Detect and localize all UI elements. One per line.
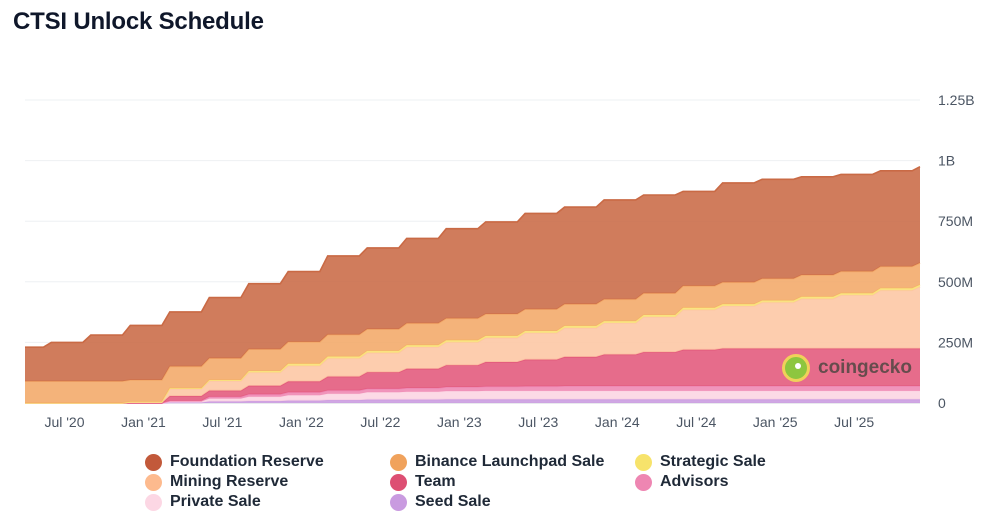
legend-item-strategic-sale[interactable]: Strategic Sale — [635, 453, 766, 471]
x-tick-label: Jan '22 — [279, 414, 324, 430]
coingecko-logo-icon — [782, 354, 810, 382]
x-tick-label: Jul '25 — [834, 414, 874, 430]
legend-label: Foundation Reserve — [170, 453, 324, 470]
legend-item-advisors[interactable]: Advisors — [635, 473, 728, 491]
legend-swatch — [145, 493, 162, 511]
x-tick-label: Jan '24 — [595, 414, 640, 430]
legend-label: Team — [415, 473, 456, 490]
legend-swatch — [390, 453, 407, 471]
legend-item-binance-launchpad-sale[interactable]: Binance Launchpad Sale — [390, 453, 604, 471]
legend-item-team[interactable]: Team — [390, 473, 456, 491]
x-tick-label: Jan '21 — [121, 414, 166, 430]
area-private-sale — [25, 390, 920, 403]
y-tick-label: 1B — [938, 153, 955, 169]
coingecko-watermark: coingecko — [782, 354, 912, 382]
watermark-text: coingecko — [818, 357, 912, 378]
y-axis: 0 250M 500M 750M 1B 1.25B — [938, 92, 975, 411]
legend-swatch — [145, 473, 162, 491]
page-title: CTSI Unlock Schedule — [13, 8, 264, 35]
legend-item-private-sale[interactable]: Private Sale — [145, 493, 261, 511]
legend-item-seed-sale[interactable]: Seed Sale — [390, 493, 491, 511]
legend-label: Private Sale — [170, 493, 261, 510]
legend-label: Seed Sale — [415, 493, 491, 510]
area-foundation-reserve — [25, 166, 920, 382]
legend-label: Advisors — [660, 473, 729, 490]
y-tick-label: 1.25B — [938, 92, 975, 108]
x-tick-label: Jul '22 — [360, 414, 400, 430]
x-tick-label: Jan '23 — [437, 414, 482, 430]
area-binance-launchpad-sale — [25, 262, 920, 403]
x-axis: Jul '20 Jan '21 Jul '21 Jan '22 Jul '22 Jan '… — [44, 414, 874, 430]
legend-item-foundation-reserve[interactable]: Foundation Reserve — [145, 453, 324, 471]
x-tick-label: Jul '20 — [44, 414, 84, 430]
legend-swatch — [635, 473, 652, 491]
legend-swatch — [635, 453, 652, 471]
y-tick-label: 500M — [938, 274, 973, 290]
legend-item-mining-reserve[interactable]: Mining Reserve — [145, 473, 288, 491]
area-advisors — [25, 386, 920, 403]
area-seed-sale — [25, 399, 920, 403]
x-tick-label: Jul '21 — [202, 414, 242, 430]
y-tick-label: 750M — [938, 213, 973, 229]
legend-label: Mining Reserve — [170, 473, 289, 490]
x-tick-label: Jul '24 — [676, 414, 716, 430]
legend-swatch — [390, 473, 407, 491]
y-tick-label: 250M — [938, 334, 973, 350]
legend-label: Binance Launchpad Sale — [415, 453, 605, 470]
area-edge-foundation-reserve — [25, 165, 921, 348]
legend-swatch — [145, 453, 162, 471]
stacked-areas — [25, 165, 921, 404]
legend-swatch — [390, 493, 407, 511]
area-mining-reserve — [25, 286, 920, 403]
legend-label: Strategic Sale — [660, 453, 766, 470]
x-tick-label: Jan '25 — [753, 414, 798, 430]
y-tick-label: 0 — [938, 395, 946, 411]
x-tick-label: Jul '23 — [518, 414, 558, 430]
area-team — [25, 348, 920, 403]
